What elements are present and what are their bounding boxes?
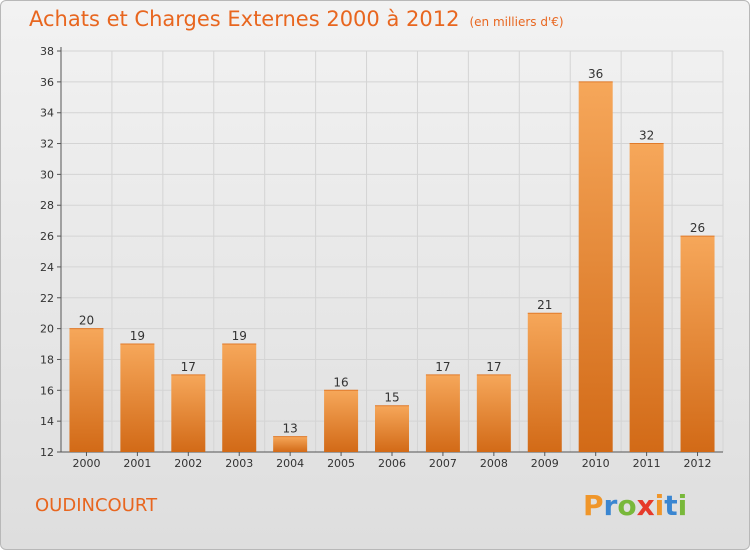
bar [222, 344, 257, 452]
y-tick-label: 20 [40, 323, 54, 336]
bar [324, 390, 359, 452]
y-tick-label: 18 [40, 353, 54, 366]
bar-value-label: 17 [181, 360, 196, 374]
bar-value-label: 15 [384, 391, 399, 405]
bar-value-label: 19 [130, 329, 145, 343]
y-tick-label: 38 [40, 45, 54, 58]
labels: 12 14 16 18 20 22 24 26 28 30 32 34 36 38 20 2000 19 2001… [40, 45, 712, 470]
bar-value-label: 36 [588, 67, 603, 81]
y-tick-label: 12 [40, 446, 54, 459]
x-tick-label: 2002 [174, 457, 202, 470]
bar [120, 344, 155, 452]
bar [527, 313, 562, 452]
y-tick-label: 24 [40, 261, 54, 274]
logo-letter: x [636, 489, 655, 522]
bar [629, 143, 664, 453]
x-tick-label: 2008 [480, 457, 508, 470]
x-tick-label: 2007 [429, 457, 457, 470]
x-tick-label: 2006 [378, 457, 406, 470]
logo-letter: i [654, 489, 665, 522]
bar-value-label: 17 [435, 360, 450, 374]
chart-title: Achats et Charges Externes 2000 à 2012 (e… [29, 7, 564, 31]
y-tick-label: 28 [40, 199, 54, 212]
bar-value-label: 21 [537, 298, 552, 312]
bars [69, 81, 715, 453]
commune-name: OUDINCOURT [35, 495, 158, 516]
logo-letter: r [603, 489, 618, 522]
logo-letter: t [664, 489, 678, 522]
bar-value-label: 26 [690, 221, 705, 235]
x-tick-label: 2004 [276, 457, 304, 470]
logo-letter: i [677, 489, 688, 522]
x-tick-label: 2005 [327, 457, 355, 470]
bar-value-label: 19 [232, 329, 247, 343]
x-tick-label: 2010 [582, 457, 610, 470]
y-tick-label: 36 [40, 76, 54, 89]
x-tick-label: 2009 [531, 457, 559, 470]
bar [69, 328, 104, 452]
y-tick-label: 16 [40, 384, 54, 397]
x-tick-label: 2011 [633, 457, 661, 470]
x-tick-label: 2012 [684, 457, 712, 470]
x-tick-label: 2003 [225, 457, 253, 470]
x-tick-label: 2000 [72, 457, 100, 470]
y-tick-label: 14 [40, 415, 54, 428]
y-tick-label: 32 [40, 138, 54, 151]
bar [578, 81, 613, 452]
logo-letter: P [583, 489, 604, 522]
proxiti-logo[interactable]: Proxiti [583, 489, 687, 522]
y-tick-label: 22 [40, 292, 54, 305]
chart-unit: (en milliers d'€) [469, 15, 564, 29]
bar-value-label: 13 [283, 422, 298, 436]
bar-value-label: 17 [486, 360, 501, 374]
bar-value-label: 20 [79, 314, 94, 328]
bar-value-label: 16 [333, 375, 348, 389]
bar [425, 374, 460, 452]
x-tick-label: 2001 [123, 457, 151, 470]
bar [476, 374, 511, 452]
y-tick-label: 34 [40, 107, 54, 120]
bar [273, 436, 308, 452]
bar [680, 236, 715, 452]
logo-letter: o [617, 489, 637, 522]
y-tick-label: 30 [40, 168, 54, 181]
bar [375, 405, 409, 452]
bar [171, 374, 206, 452]
chart-title-text: Achats et Charges Externes 2000 à 2012 [29, 7, 460, 31]
y-tick-label: 26 [40, 230, 54, 243]
bar-value-label: 32 [639, 129, 654, 143]
